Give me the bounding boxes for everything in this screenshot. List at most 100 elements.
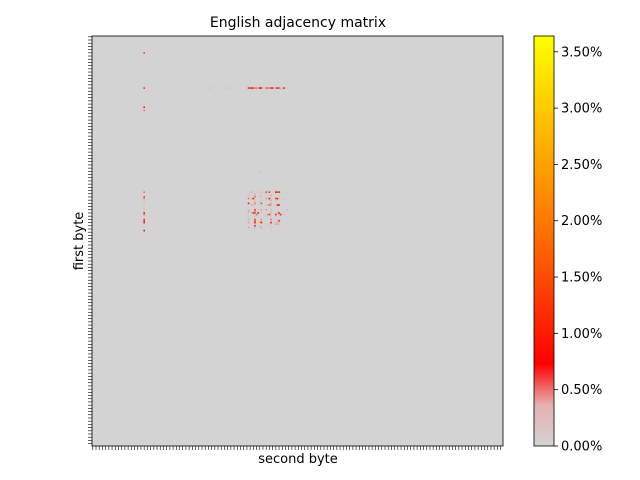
heatmap-cell — [270, 218, 272, 221]
heatmap-cell — [215, 87, 218, 89]
heatmap-cell — [260, 221, 263, 224]
heatmap-cell — [254, 202, 256, 205]
heatmap-cell — [260, 191, 263, 193]
heatmap-cell — [143, 200, 145, 203]
heatmap-cell — [250, 191, 253, 193]
heatmap-cell — [247, 210, 250, 213]
heatmap-cell — [143, 220, 145, 222]
colorbar-gradient — [533, 35, 555, 447]
heatmap-cell — [278, 87, 280, 89]
heatmap-cell — [258, 194, 261, 197]
heatmap-cell — [257, 191, 259, 193]
heatmap-cell — [252, 212, 255, 214]
heatmap-cell — [270, 204, 272, 206]
heatmap-cell — [143, 202, 145, 205]
heatmap-cell — [249, 191, 251, 193]
heatmap-cell — [278, 212, 280, 214]
heatmap-cell — [260, 212, 263, 214]
colorbar-tick-label: 2.00% — [561, 214, 602, 229]
heatmap-cell — [270, 212, 272, 214]
colorbar-tick-label: 3.50% — [561, 45, 602, 60]
heatmap-cell — [143, 207, 145, 209]
heatmap-cell — [267, 213, 269, 216]
colorbar-tick-label: 1.00% — [561, 327, 602, 342]
heatmap-cell — [262, 87, 264, 89]
heatmap-cell — [283, 87, 285, 89]
heatmap-cell — [273, 87, 276, 89]
heatmap-cell — [260, 196, 263, 198]
heatmap-cell — [265, 191, 267, 193]
heatmap-cell — [278, 218, 280, 221]
heatmap-cell — [268, 87, 271, 89]
heatmap-cell — [258, 221, 261, 224]
heatmap-cell — [300, 87, 303, 89]
x-axis-label: second byte — [258, 452, 338, 467]
heatmap-cell — [254, 192, 256, 195]
heatmap-cell — [207, 87, 210, 89]
heatmap-cell — [143, 191, 145, 193]
heatmap-cell — [247, 191, 250, 193]
heatmap-cell — [247, 221, 250, 224]
heatmap-cell — [276, 221, 279, 224]
heatmap-cell — [143, 221, 145, 224]
heatmap-cell — [258, 87, 261, 89]
heatmap-cell — [275, 199, 277, 201]
heatmap-cell — [278, 197, 280, 200]
heatmap-cell — [284, 197, 287, 200]
heatmap-cell — [252, 191, 255, 193]
colorbar-tick-label: 1.50% — [561, 271, 602, 286]
heatmap-plot-area — [88, 35, 504, 450]
heatmap-frame — [91, 35, 504, 447]
heatmap-cell — [268, 213, 271, 216]
y-axis-ticks — [88, 36, 92, 444]
heatmap-cell — [225, 87, 227, 89]
heatmap-cell — [143, 106, 145, 109]
heatmap-cell — [252, 87, 255, 89]
heatmap-cell — [270, 220, 272, 222]
heatmap-cell — [275, 200, 277, 203]
heatmap-cell — [254, 210, 256, 213]
heatmap-cell — [247, 208, 250, 211]
heatmap-cell — [254, 212, 256, 214]
heatmap-cell — [276, 204, 279, 206]
y-axis-label: first byte — [72, 212, 87, 271]
heatmap-cell — [286, 221, 288, 224]
x-axis-ticks — [92, 446, 501, 450]
heatmap-cell — [254, 226, 256, 229]
heatmap-cell — [263, 87, 266, 89]
heatmap-cell — [270, 199, 272, 201]
heatmap-cell — [270, 226, 272, 229]
heatmap-cell — [263, 194, 266, 197]
heatmap-cell — [260, 202, 263, 205]
heatmap-cell — [279, 213, 282, 216]
heatmap-cell — [275, 221, 277, 224]
heatmap-cell — [209, 87, 211, 89]
heatmap-cell — [108, 56, 110, 59]
heatmap-cell — [278, 152, 280, 155]
heatmap-cell — [265, 215, 267, 217]
heatmap-cell — [172, 87, 174, 89]
heatmap-cell — [278, 221, 280, 224]
heatmap-cell — [143, 229, 145, 232]
heatmap-cell — [270, 215, 272, 217]
heatmap-cell — [276, 212, 279, 214]
heatmap-cell — [250, 87, 253, 89]
heatmap-cell — [247, 197, 250, 200]
heatmap-cell — [276, 98, 279, 101]
heatmap-cell — [260, 199, 263, 201]
heatmap-cell — [257, 87, 259, 89]
heatmap-cell — [247, 212, 250, 214]
heatmap-cell — [286, 208, 288, 211]
heatmap-cell — [143, 197, 145, 200]
heatmap-cell — [143, 109, 145, 112]
heatmap-cell — [275, 215, 277, 217]
heatmap-cell — [254, 208, 256, 211]
heatmap-cell — [278, 223, 280, 225]
heatmap-cell — [260, 87, 263, 89]
heatmap-cell — [270, 229, 272, 232]
heatmap-cell — [267, 197, 269, 200]
heatmap-cell — [270, 202, 272, 205]
heatmap-cell — [316, 87, 319, 89]
heatmap-cell — [265, 204, 267, 206]
heatmap-cell — [255, 213, 258, 216]
